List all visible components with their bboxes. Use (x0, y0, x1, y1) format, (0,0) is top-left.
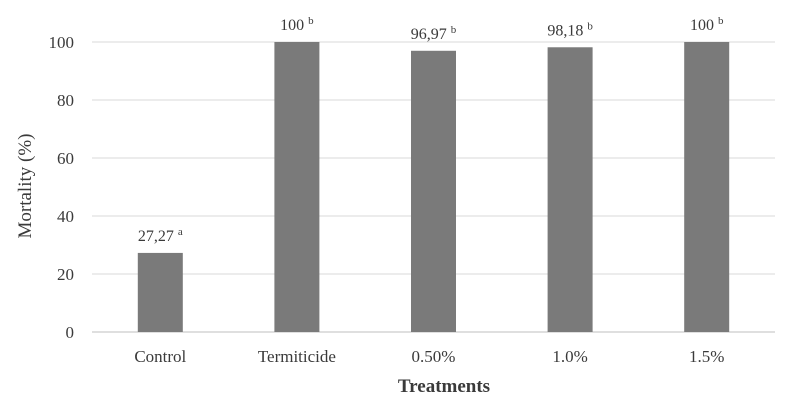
y-tick-label: 80 (57, 91, 74, 110)
data-label: 100 b (280, 15, 314, 34)
x-tick-label: Termiticide (258, 347, 336, 366)
significance-letter: a (178, 226, 183, 238)
y-tick-label: 60 (57, 149, 74, 168)
significance-letter: b (587, 20, 593, 32)
data-label-value: 98,18 (547, 22, 587, 39)
bar-Termiticide (274, 42, 320, 332)
data-label-value: 96,97 (411, 26, 451, 43)
y-tick-labels: 0 20 40 60 80 100 (49, 33, 75, 342)
y-tick-label: 100 (49, 33, 75, 52)
y-tick-label: 40 (57, 207, 74, 226)
y-tick-label: 0 (66, 323, 75, 342)
significance-letter: b (308, 15, 314, 27)
bars (137, 42, 730, 333)
bar-1.0% (547, 47, 593, 332)
x-tick-label: 1.0% (552, 347, 587, 366)
x-axis-title: Treatments (398, 376, 490, 397)
bar-1.5% (684, 42, 730, 332)
x-tick-label: 0.50% (412, 347, 456, 366)
x-tick-label: 1.5% (689, 347, 724, 366)
y-tick-label: 20 (57, 265, 74, 284)
y-axis-title: Mortality (%) (15, 133, 36, 238)
bar-0.50% (411, 50, 456, 333)
data-label: 98,18 b (547, 20, 593, 39)
bar-Control (137, 252, 183, 332)
data-label-value: 100 (280, 17, 308, 34)
x-tick-label: Control (134, 347, 186, 366)
data-label: 96,97 b (411, 24, 457, 43)
data-label-value: 27,27 (138, 228, 178, 245)
data-label: 27,27 a (138, 226, 183, 245)
x-tick-labels: Control Termiticide 0.50% 1.0% 1.5% (134, 347, 724, 366)
significance-letter: b (718, 15, 724, 27)
significance-letter: b (451, 24, 457, 36)
data-label: 100 b (690, 15, 724, 34)
data-label-value: 100 (690, 17, 718, 34)
